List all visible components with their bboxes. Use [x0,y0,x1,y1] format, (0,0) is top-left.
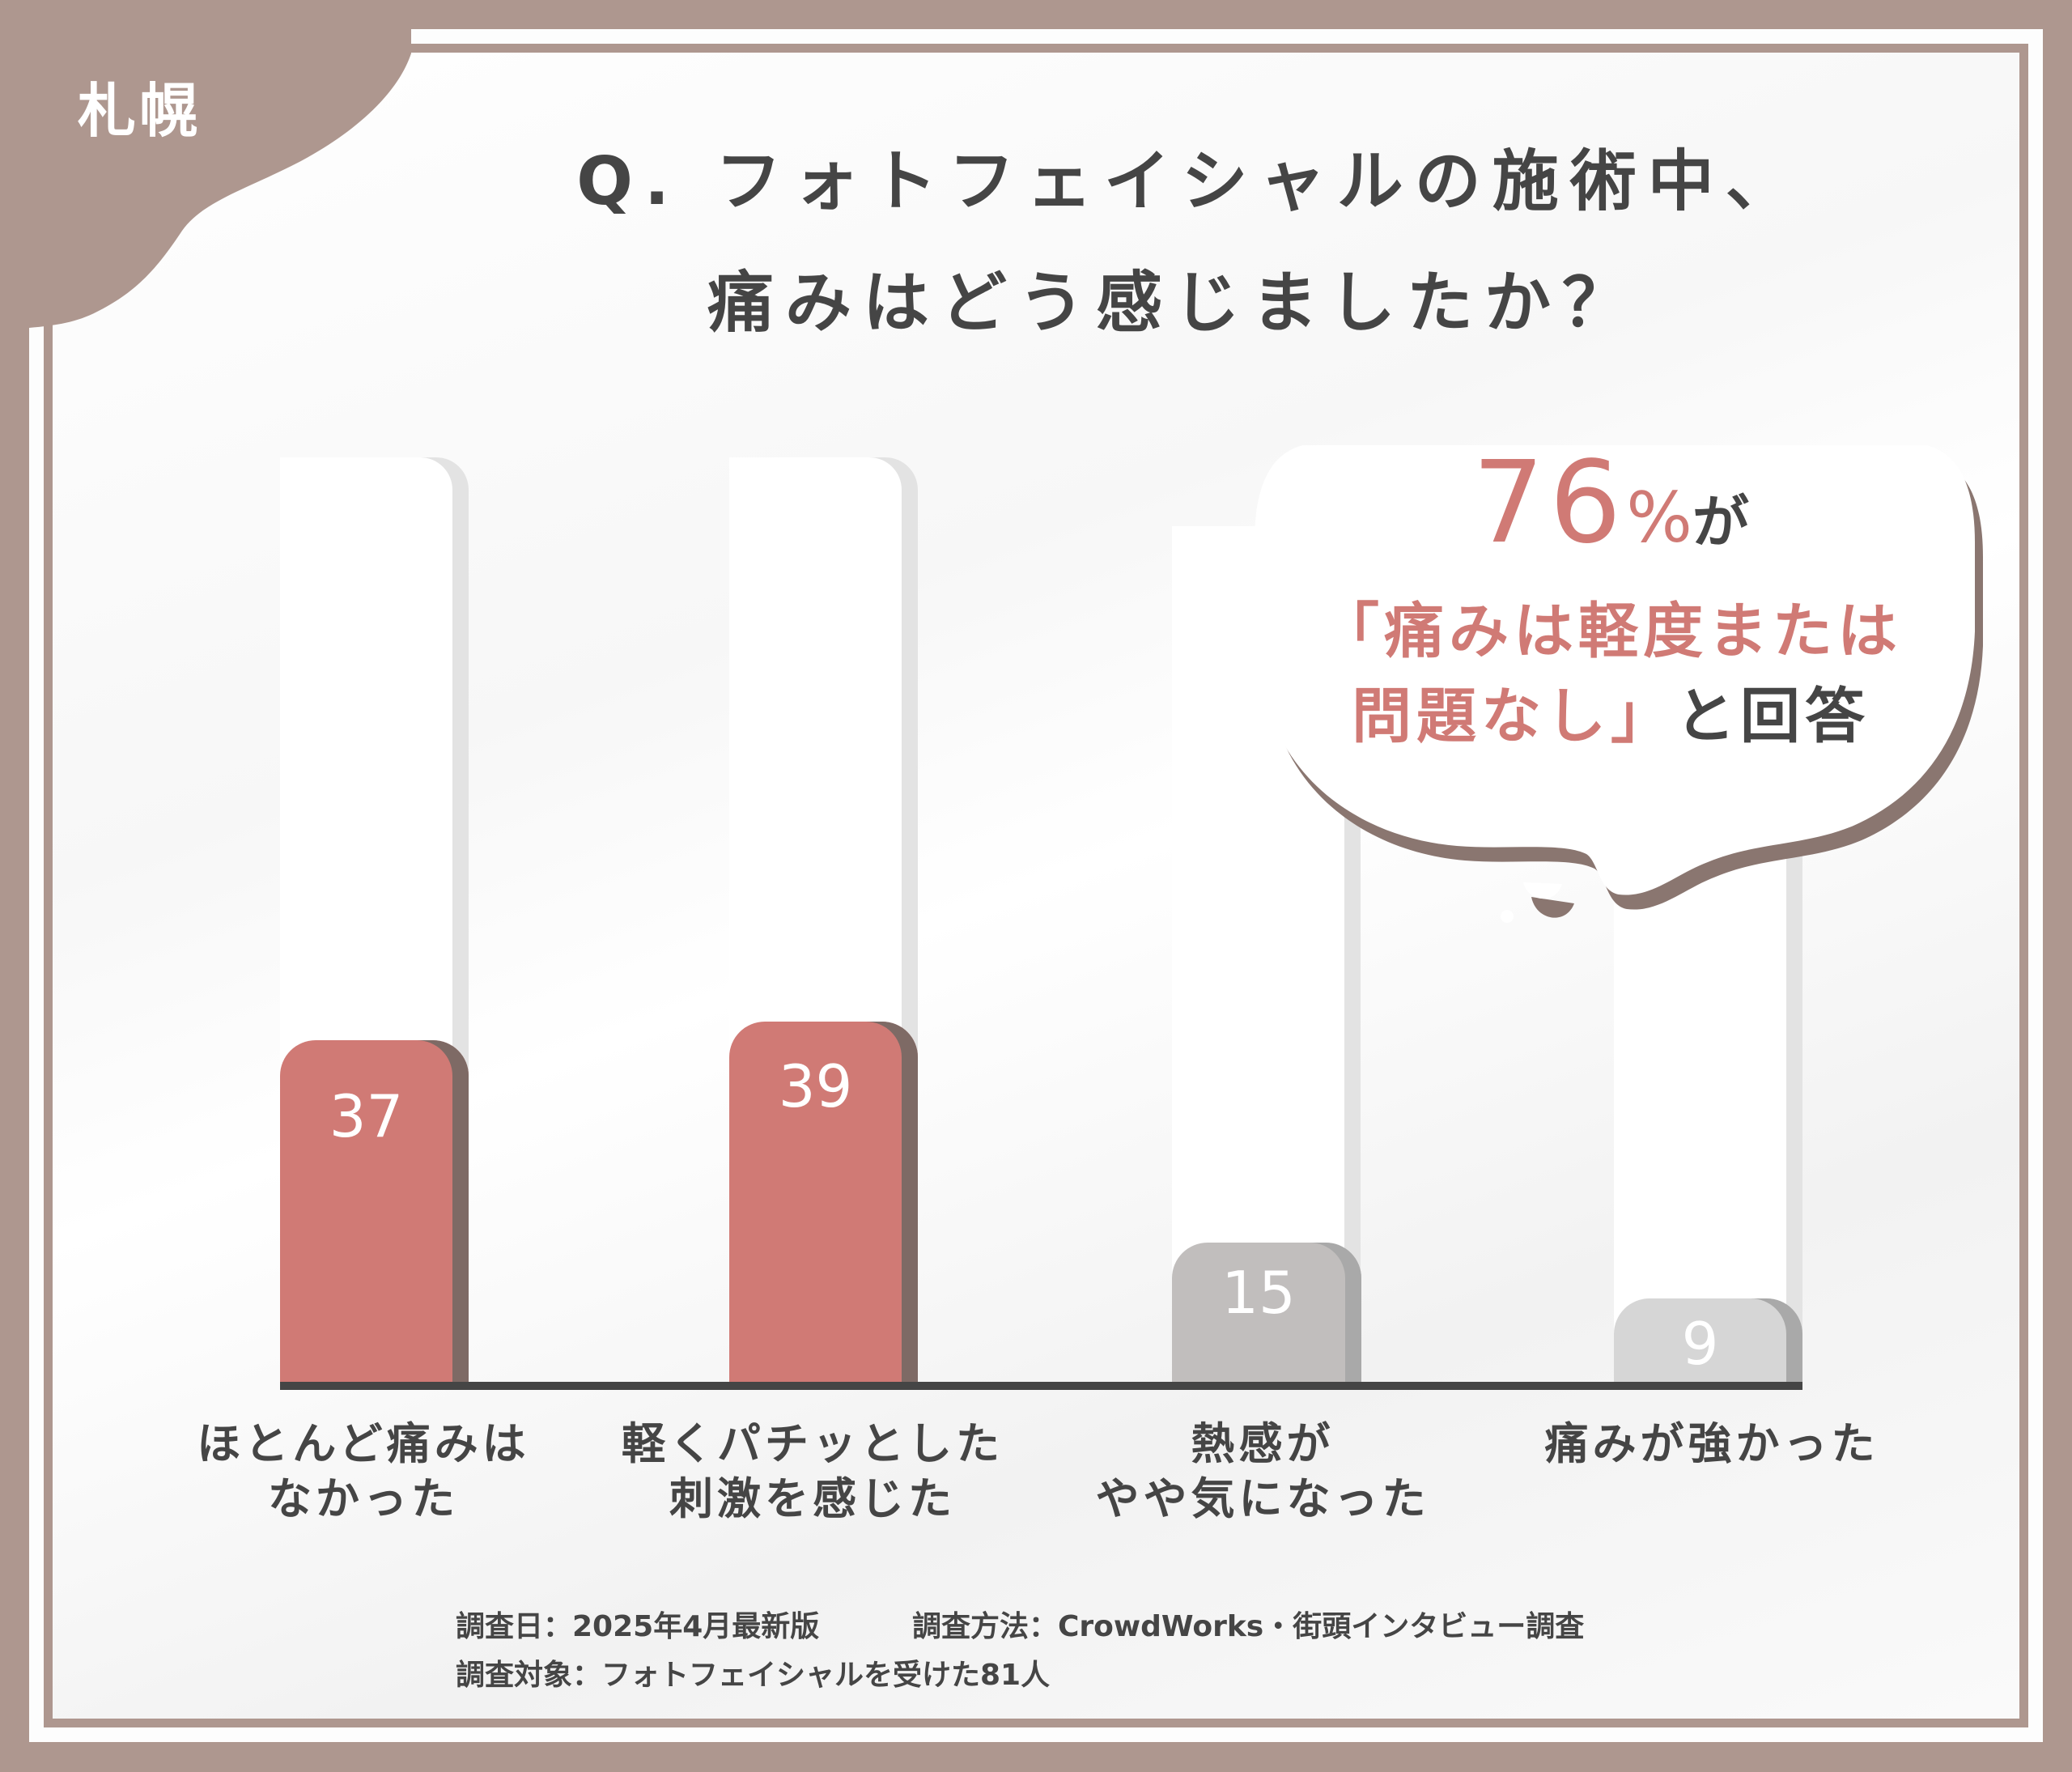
category-label-line: なかった [268,1473,459,1524]
callout-line-2: 「痛みは軽度または [1319,597,1902,666]
category-label-line: やや気になった [1095,1473,1430,1524]
city-badge: 札幌 [78,77,202,145]
category-label-2: 軽くパチッとした 刺激を感じた [602,1417,1023,1527]
category-label-line: ほとんど痛みは [197,1418,530,1469]
corner-decoration [0,0,437,328]
category-label-3: 熱感が やや気になった [1052,1417,1473,1527]
callout-percent-sign: % [1626,478,1692,559]
bar-2: 39 [729,1022,918,1382]
survey-method: 調査方法：CrowdWorks・街頭インタビュー調査 [912,1610,1585,1643]
survey-date: 調査日：2025年4月最新版 [456,1610,820,1643]
callout-percent: 76 [1472,437,1627,569]
bar-value: 39 [778,1052,853,1120]
bar-value: 9 [1681,1310,1719,1378]
bar-3: 15 [1172,1243,1361,1382]
callout-rest: と回答 [1675,682,1870,751]
callout-headline: 76%が [1238,437,1983,569]
x-axis-baseline [280,1382,1802,1390]
bar-value: 15 [1221,1259,1296,1327]
bar-4: 9 [1614,1298,1802,1382]
callout-line-3: 問題なし」と回答 [1238,668,1983,754]
page-title: Q. フォトフェイシャルの施術中、 痛みはどう感じましたか？ [453,121,1926,364]
category-label-line: 痛みが強かった [1544,1418,1879,1469]
category-label-line: 熱感が [1191,1418,1335,1469]
callout-highlight: 問題なし」 [1352,682,1675,751]
title-line-2: 痛みはどう感じましたか？ [707,265,1640,342]
bar-1: 37 [280,1040,469,1382]
category-label-line: 刺激を感じた [669,1473,956,1524]
survey-target: 調査対象：フォトフェイシャルを受けた81人 [456,1659,1051,1692]
speech-bubble [1255,445,1983,923]
category-label-4: 痛みが強かった [1501,1417,1922,1472]
bar-value: 37 [329,1082,404,1150]
callout-particle: が [1692,489,1749,555]
category-label-1: ほとんど痛みは なかった [153,1417,574,1527]
title-line-1: Q. フォトフェイシャルの施術中、 [576,143,1803,220]
category-label-line: 軽くパチッとした [622,1418,1004,1469]
